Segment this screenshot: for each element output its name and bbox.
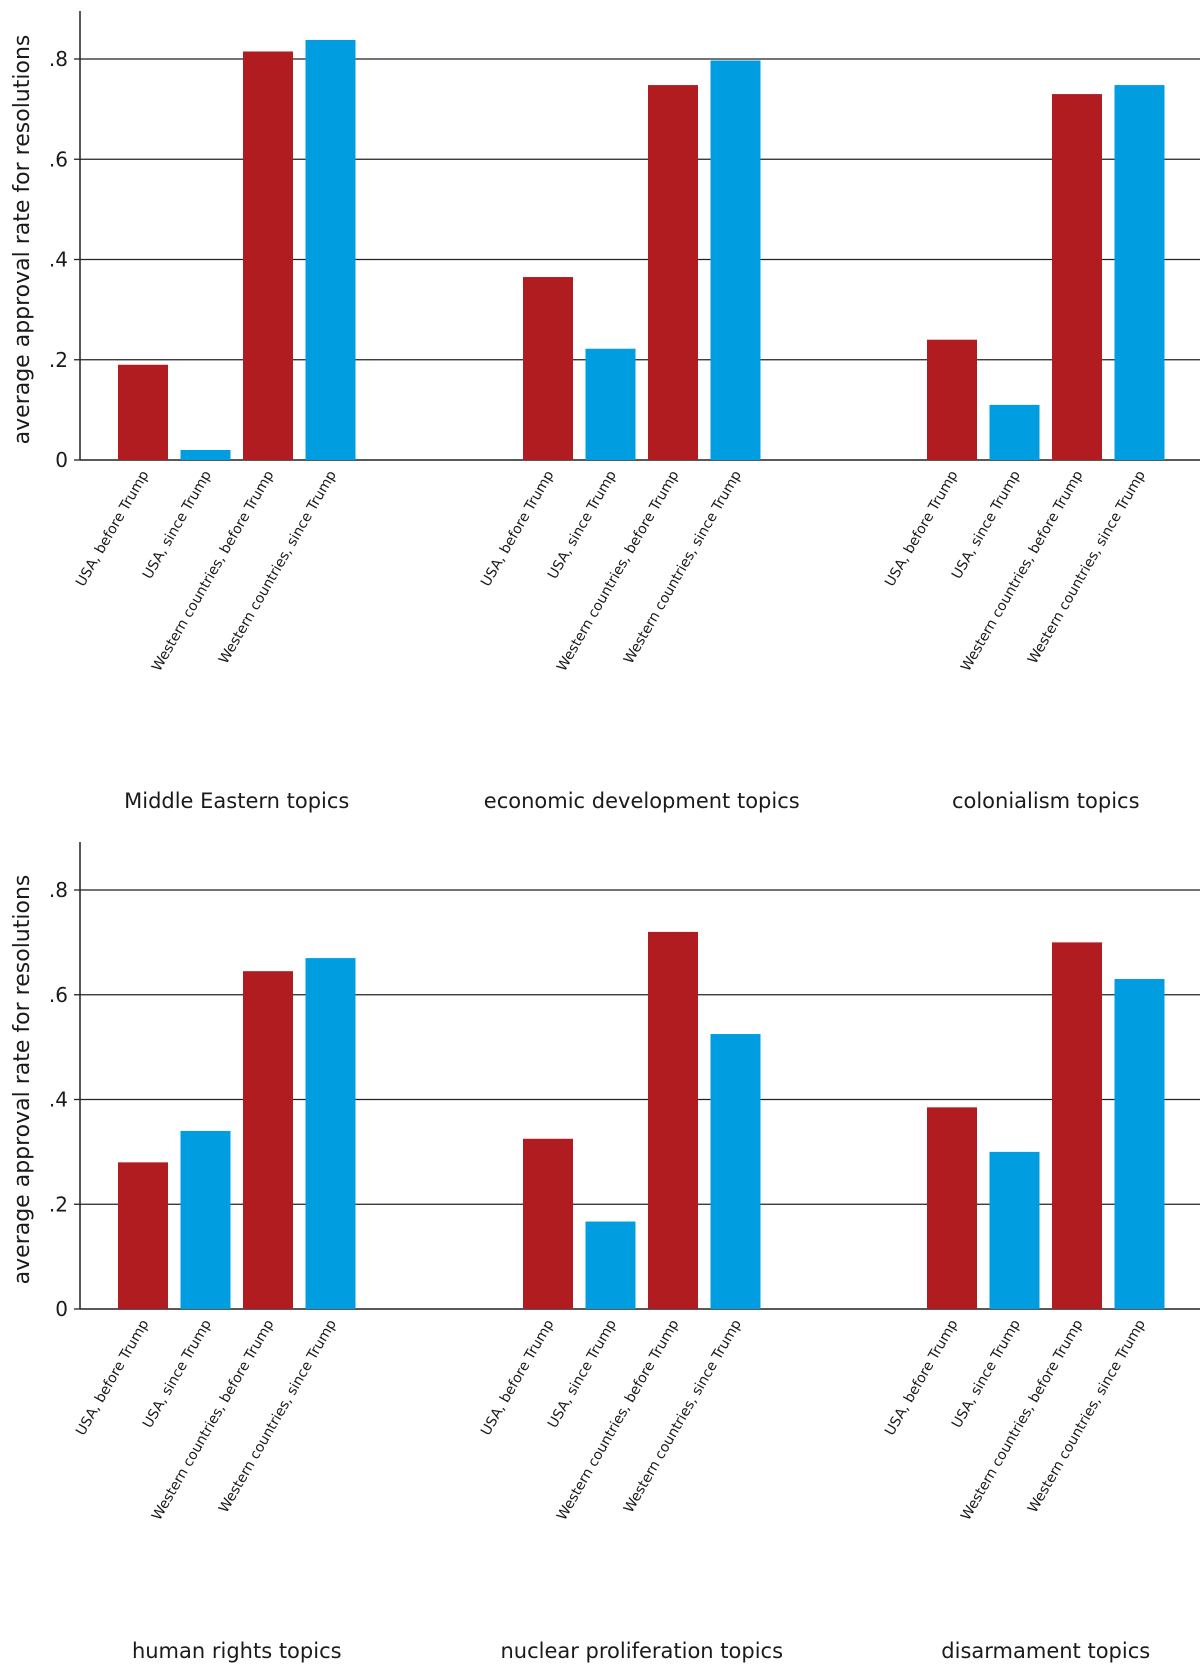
x-tick-label: Western countries, since Trump	[1025, 468, 1149, 667]
bar	[305, 39, 356, 460]
y-tick-label: 0	[55, 1297, 68, 1321]
x-tick-label: Western countries, since Trump	[216, 468, 340, 667]
group-label: colonialism topics	[952, 789, 1140, 813]
y-tick-label: 0	[55, 448, 68, 472]
bar	[243, 971, 293, 1309]
x-tick-label: USA, since Trump	[949, 1317, 1024, 1431]
y-tick-label: .4	[49, 248, 68, 272]
group-label: human rights topics	[132, 1639, 342, 1663]
bar	[710, 60, 761, 460]
bar	[180, 1130, 231, 1309]
bar	[989, 1151, 1040, 1309]
bar	[180, 449, 231, 460]
bar	[927, 339, 977, 460]
x-tick-label: Western countries, since Trump	[216, 1317, 340, 1516]
group-label: Middle Eastern topics	[124, 789, 349, 813]
y-tick-label: .8	[49, 878, 68, 902]
group-label: nuclear proliferation topics	[500, 1639, 783, 1663]
x-tick-label: Western countries, before Trump	[958, 468, 1086, 674]
bar	[523, 277, 573, 460]
x-tick-label: Western countries, since Trump	[621, 468, 745, 667]
x-tick-label: USA, since Trump	[545, 468, 620, 582]
bar	[243, 51, 293, 460]
x-tick-label: USA, since Trump	[140, 468, 215, 582]
bar	[1052, 94, 1102, 461]
x-tick-label: Western countries, before Trump	[554, 1317, 682, 1523]
panel-bottom: average approval rate for resolutions 0 .2…	[10, 842, 1200, 1663]
y-tick-label: .4	[49, 1088, 68, 1112]
x-tick-label: Western countries, before Trump	[554, 468, 682, 674]
x-tick-label: USA, since Trump	[949, 468, 1024, 582]
bar	[989, 404, 1040, 460]
bar	[710, 1034, 761, 1309]
bar	[523, 1138, 573, 1309]
y-tick-label: .2	[49, 348, 68, 372]
bar	[1114, 979, 1165, 1309]
bar	[118, 364, 168, 460]
group-label: disarmament topics	[941, 1639, 1150, 1663]
bar	[585, 348, 636, 460]
x-tick-label: USA, since Trump	[545, 1317, 620, 1431]
bar	[648, 931, 698, 1309]
y-tick-label: .8	[49, 47, 68, 71]
bar	[118, 1162, 168, 1309]
x-tick-label: Western countries, before Trump	[149, 1317, 277, 1523]
y-axis-title: average approval rate for resolutions	[10, 35, 35, 445]
bar	[648, 85, 698, 460]
x-tick-label: Western countries, before Trump	[958, 1317, 1086, 1523]
x-tick-label: Western countries, before Trump	[149, 468, 277, 674]
x-tick-label: Western countries, since Trump	[621, 1317, 745, 1516]
y-axis-title: average approval rate for resolutions	[10, 875, 35, 1285]
y-tick-label: .6	[49, 147, 68, 171]
bar	[1114, 85, 1165, 460]
y-tick-label: .2	[49, 1192, 68, 1216]
x-tick-label: USA, since Trump	[140, 1317, 215, 1431]
bar	[305, 958, 356, 1309]
y-tick-label: .6	[49, 983, 68, 1007]
bar	[1052, 942, 1102, 1309]
panel-top: average approval rate for resolutions 0 .2…	[10, 11, 1200, 813]
bar	[927, 1107, 977, 1309]
group-label: economic development topics	[484, 789, 800, 813]
bar	[585, 1221, 636, 1309]
x-tick-label: Western countries, since Trump	[1025, 1317, 1149, 1516]
